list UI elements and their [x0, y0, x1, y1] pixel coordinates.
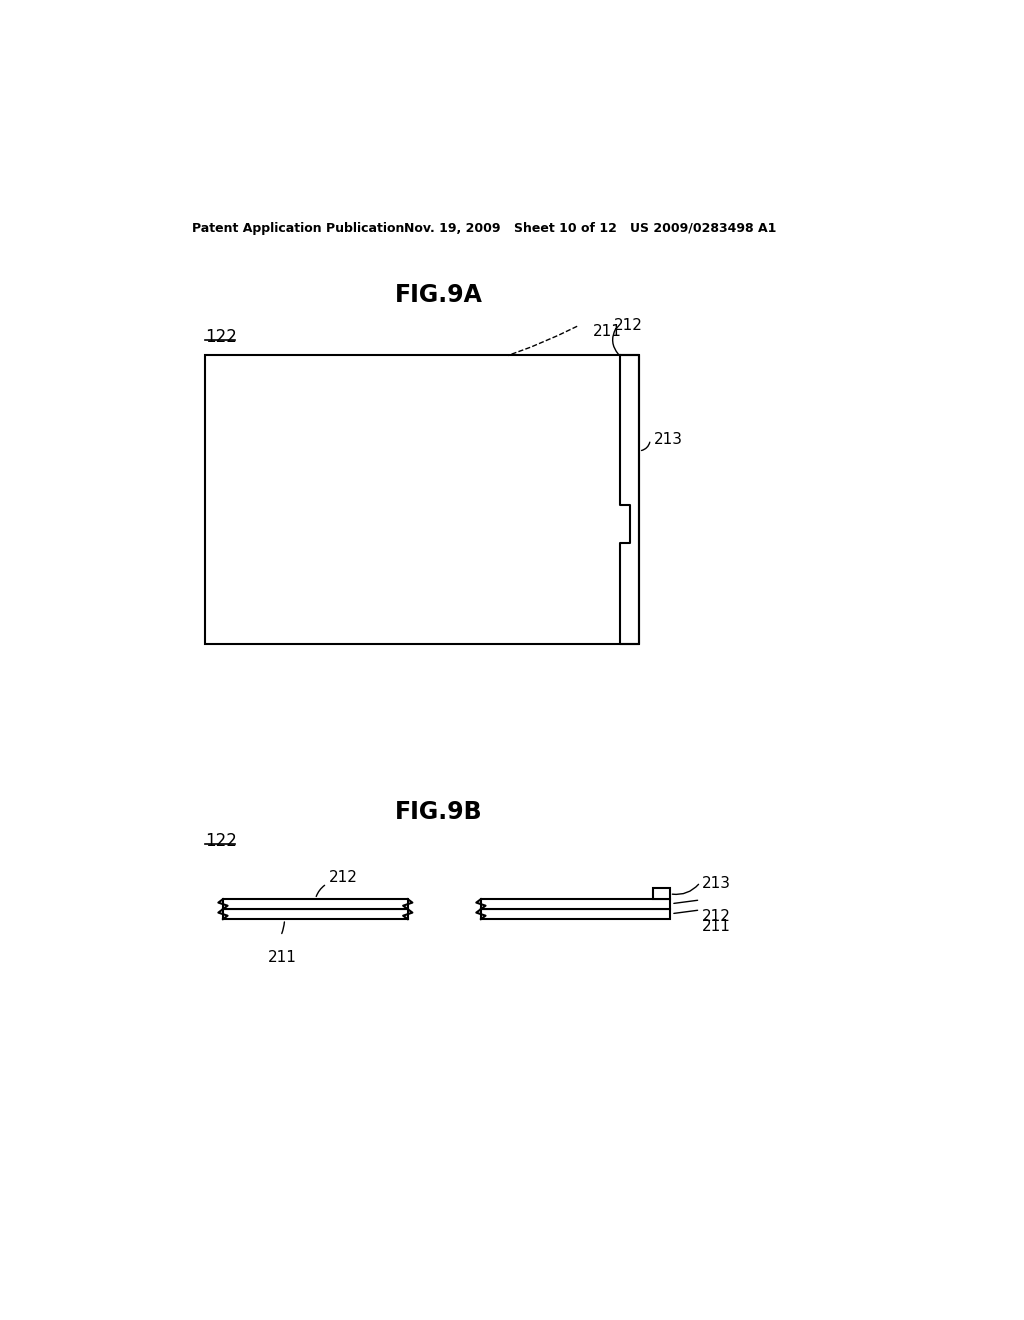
Text: 213: 213: [701, 876, 731, 891]
Text: 212: 212: [329, 870, 357, 884]
Text: 213: 213: [654, 432, 683, 446]
Text: FIG.9A: FIG.9A: [394, 284, 482, 308]
Bar: [205, 355, 639, 644]
Text: FIG.9B: FIG.9B: [394, 800, 482, 824]
Text: 211: 211: [267, 950, 297, 965]
Text: 211: 211: [701, 919, 731, 935]
Text: Nov. 19, 2009: Nov. 19, 2009: [403, 222, 501, 235]
Bar: [223, 909, 408, 919]
Text: 122: 122: [205, 327, 238, 346]
Text: 211: 211: [593, 323, 622, 339]
Text: US 2009/0283498 A1: US 2009/0283498 A1: [630, 222, 776, 235]
Bar: [481, 909, 670, 919]
Text: Sheet 10 of 12: Sheet 10 of 12: [514, 222, 616, 235]
Text: 122: 122: [205, 832, 238, 850]
Text: Patent Application Publication: Patent Application Publication: [193, 222, 404, 235]
Bar: [652, 888, 670, 899]
Text: 212: 212: [701, 909, 731, 924]
Text: 212: 212: [614, 318, 643, 333]
Bar: [223, 899, 408, 909]
Bar: [481, 899, 670, 909]
